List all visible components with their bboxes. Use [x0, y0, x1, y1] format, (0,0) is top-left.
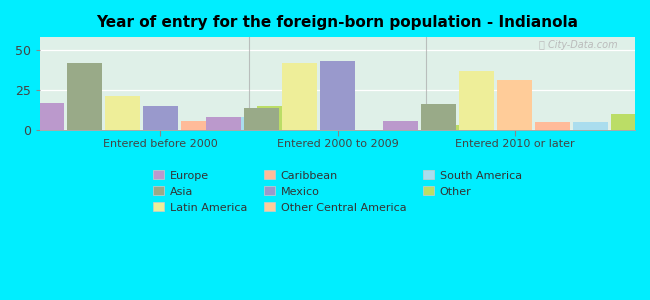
Bar — [206, 117, 241, 130]
Bar — [573, 122, 608, 130]
Bar — [67, 62, 102, 130]
Bar — [320, 61, 355, 130]
Bar — [611, 114, 646, 130]
Bar — [29, 103, 64, 130]
Bar — [181, 121, 216, 130]
Bar — [257, 106, 292, 130]
Bar — [421, 104, 456, 130]
Bar — [384, 121, 418, 130]
Bar — [497, 80, 532, 130]
Bar — [143, 106, 177, 130]
Bar — [244, 108, 279, 130]
Legend: Europe, Asia, Latin America, Caribbean, Mexico, Other Central America, South Ame: Europe, Asia, Latin America, Caribbean, … — [149, 166, 526, 217]
Title: Year of entry for the foreign-born population - Indianola: Year of entry for the foreign-born popul… — [96, 15, 578, 30]
Bar — [460, 70, 494, 130]
Bar — [536, 122, 570, 130]
Bar — [219, 117, 254, 130]
Text: ⓘ City-Data.com: ⓘ City-Data.com — [539, 40, 617, 50]
Bar — [105, 96, 140, 130]
Bar — [282, 62, 317, 130]
Bar — [434, 125, 469, 130]
